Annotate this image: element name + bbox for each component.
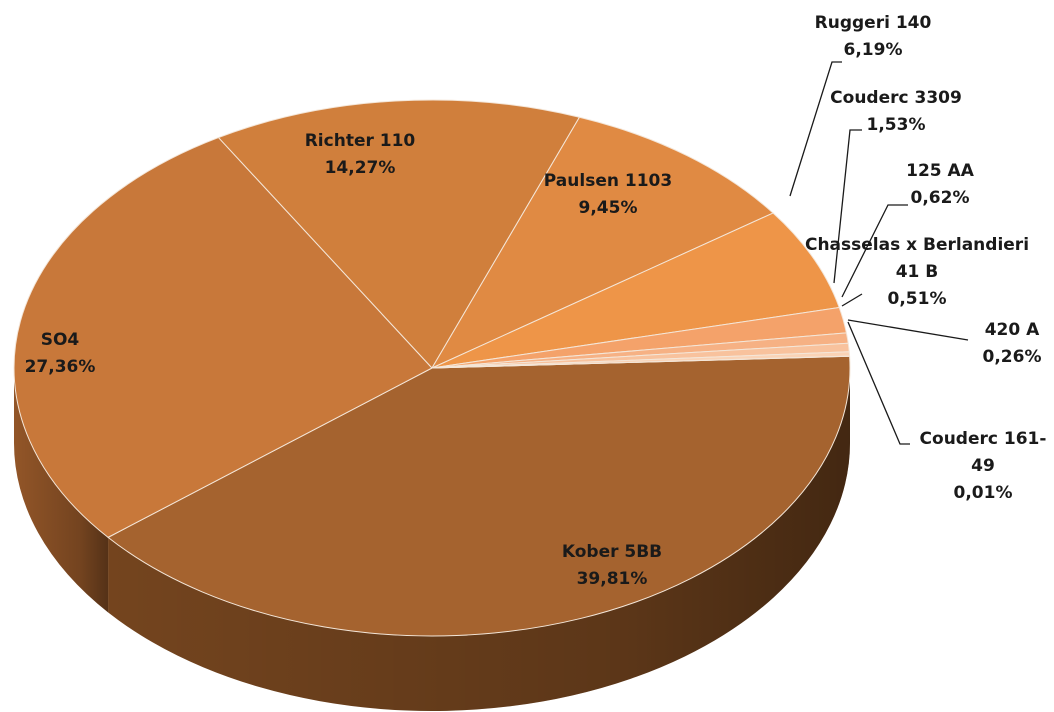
data-label-name-ruggeri-140: Ruggeri 140: [815, 13, 932, 33]
leader-line-125-aa: [841, 204, 908, 298]
data-label-name-chasselas-x-berlandieri-41-b: 41 B: [896, 262, 939, 282]
pie-slice-paulsen-1103: [431, 116, 774, 369]
data-label-name-kober-5bb: Kober 5BB: [562, 542, 662, 562]
pie-slice-richter-110: [218, 99, 580, 369]
data-label-couderc-161-49: Couderc 161- 49 0,01%: [920, 429, 1047, 503]
leader-line-chasselas-x-berlandieri-41-b: [841, 293, 863, 307]
leader-line-couderc-161-49: [847, 321, 910, 445]
data-label-value-125-aa: 0,62%: [911, 188, 970, 208]
data-label-value-couderc-161-49: 0,01%: [954, 483, 1013, 503]
pie-slices: [13, 99, 851, 637]
data-label-paulsen-1103: Paulsen 1103 9,45%: [544, 171, 672, 218]
data-label-420-a: 420 A 0,26%: [983, 320, 1042, 367]
leader-line-couderc-3309: [833, 129, 862, 284]
data-label-value-420-a: 0,26%: [983, 347, 1042, 367]
data-label-kober-5bb: Kober 5BB 39,81%: [562, 542, 662, 589]
data-label-couderc-3309: Couderc 3309 1,53%: [830, 88, 962, 135]
data-label-name-paulsen-1103: Paulsen 1103: [544, 171, 672, 191]
data-label-richter-110: Richter 110 14,27%: [305, 131, 416, 178]
data-label-ruggeri-140: Ruggeri 140 6,19%: [815, 13, 932, 60]
data-label-value-ruggeri-140: 6,19%: [844, 40, 903, 60]
leader-line-420-a: [847, 319, 969, 341]
data-label-value-paulsen-1103: 9,45%: [579, 198, 638, 218]
data-labels: Kober 5BB 39,81% SO4 27,36% Richter 110 14,27…: [25, 13, 1047, 589]
pie-slice-couderc-161-49: [431, 355, 851, 369]
data-label-name-chasselas-x-berlandieri-41-b: Chasselas x Berlandieri: [805, 235, 1029, 255]
data-label-name-420-a: 420 A: [985, 320, 1040, 340]
data-label-name-couderc-161-49: 49: [971, 456, 995, 476]
data-label-125-aa: 125 AA 0,62%: [906, 161, 975, 208]
pie-slice-ruggeri-140: [431, 212, 840, 369]
pie-slice-kober-5bb: [107, 355, 851, 637]
pie-slice-so4: [13, 137, 433, 538]
data-label-value-richter-110: 14,27%: [325, 158, 396, 178]
pie-side-walls: [14, 368, 851, 711]
data-label-name-couderc-161-49: Couderc 161-: [920, 429, 1047, 449]
data-label-name-so4: SO4: [41, 330, 80, 350]
data-label-value-so4: 27,36%: [25, 357, 96, 377]
data-label-so4: SO4 27,36%: [25, 330, 96, 377]
data-label-name-couderc-3309: Couderc 3309: [830, 88, 962, 108]
pie-side-shade-kober-5bb: [108, 368, 851, 711]
data-label-value-couderc-3309: 1,53%: [867, 115, 926, 135]
data-label-name-richter-110: Richter 110: [305, 131, 416, 151]
data-label-name-125-aa: 125 AA: [906, 161, 975, 181]
data-label-value-kober-5bb: 39,81%: [577, 569, 648, 589]
pie-side-shade-so4: [14, 368, 109, 613]
data-label-chasselas-x-berlandieri-41-b: Chasselas x Berlandieri 41 B 0,51%: [805, 235, 1029, 309]
leader-line-ruggeri-140: [789, 61, 842, 197]
data-label-value-chasselas-x-berlandieri-41-b: 0,51%: [888, 289, 947, 309]
leader-lines: [789, 61, 969, 445]
